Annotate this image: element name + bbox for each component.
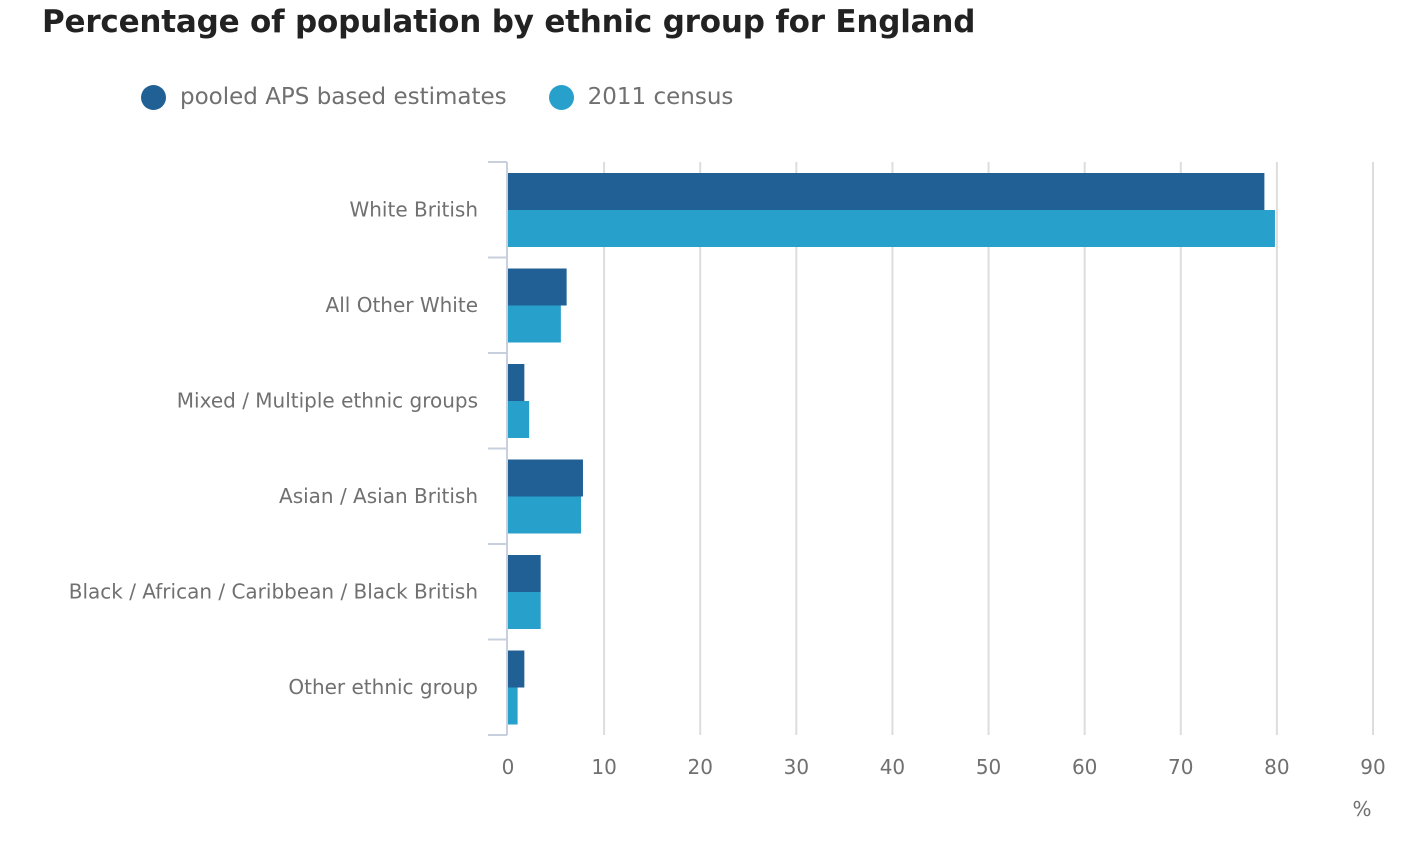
x-tick-label: 10 [591,755,616,779]
bar[interactable] [508,268,567,306]
category-label: Other ethnic group [288,675,478,699]
legend-swatch-census [548,84,574,110]
x-tick-label: 0 [502,755,515,779]
legend-label-aps: pooled APS based estimates [180,84,507,110]
legend-item-aps[interactable]: pooled APS based estimates [141,84,507,110]
legend-label-census: 2011 census [587,84,734,110]
x-tick-label: 80 [1264,755,1289,779]
bar[interactable] [508,592,541,629]
category-label: All Other White [326,293,478,317]
bar[interactable] [508,210,1275,247]
category-label: Asian / Asian British [279,484,478,508]
x-tick-label: 60 [1072,755,1097,779]
chart-legend: pooled APS based estimates 2011 census [141,82,775,112]
x-tick-label: 30 [784,755,809,779]
legend-item-census[interactable]: 2011 census [548,84,734,110]
legend-swatch-aps [141,84,166,110]
bar[interactable] [508,555,541,592]
bar[interactable] [508,687,518,725]
x-axis-label: % [1352,797,1371,821]
bar[interactable] [508,496,582,534]
category-label: Mixed / Multiple ethnic groups [177,388,478,412]
bar[interactable] [508,364,525,401]
bar[interactable] [508,305,561,343]
x-tick-label: 40 [880,755,905,779]
category-label: White British [349,197,478,221]
category-label: Black / African / Caribbean / Black Brit… [69,579,478,603]
bar[interactable] [508,401,530,438]
x-tick-label: 50 [976,755,1001,779]
x-tick-label: 70 [1168,755,1193,779]
chart-title: Percentage of population by ethnic group… [42,4,976,40]
x-tick-label: 90 [1360,755,1385,779]
bar[interactable] [508,173,1265,210]
x-tick-label: 20 [687,755,712,779]
bar[interactable] [508,459,583,497]
bar[interactable] [508,650,525,688]
